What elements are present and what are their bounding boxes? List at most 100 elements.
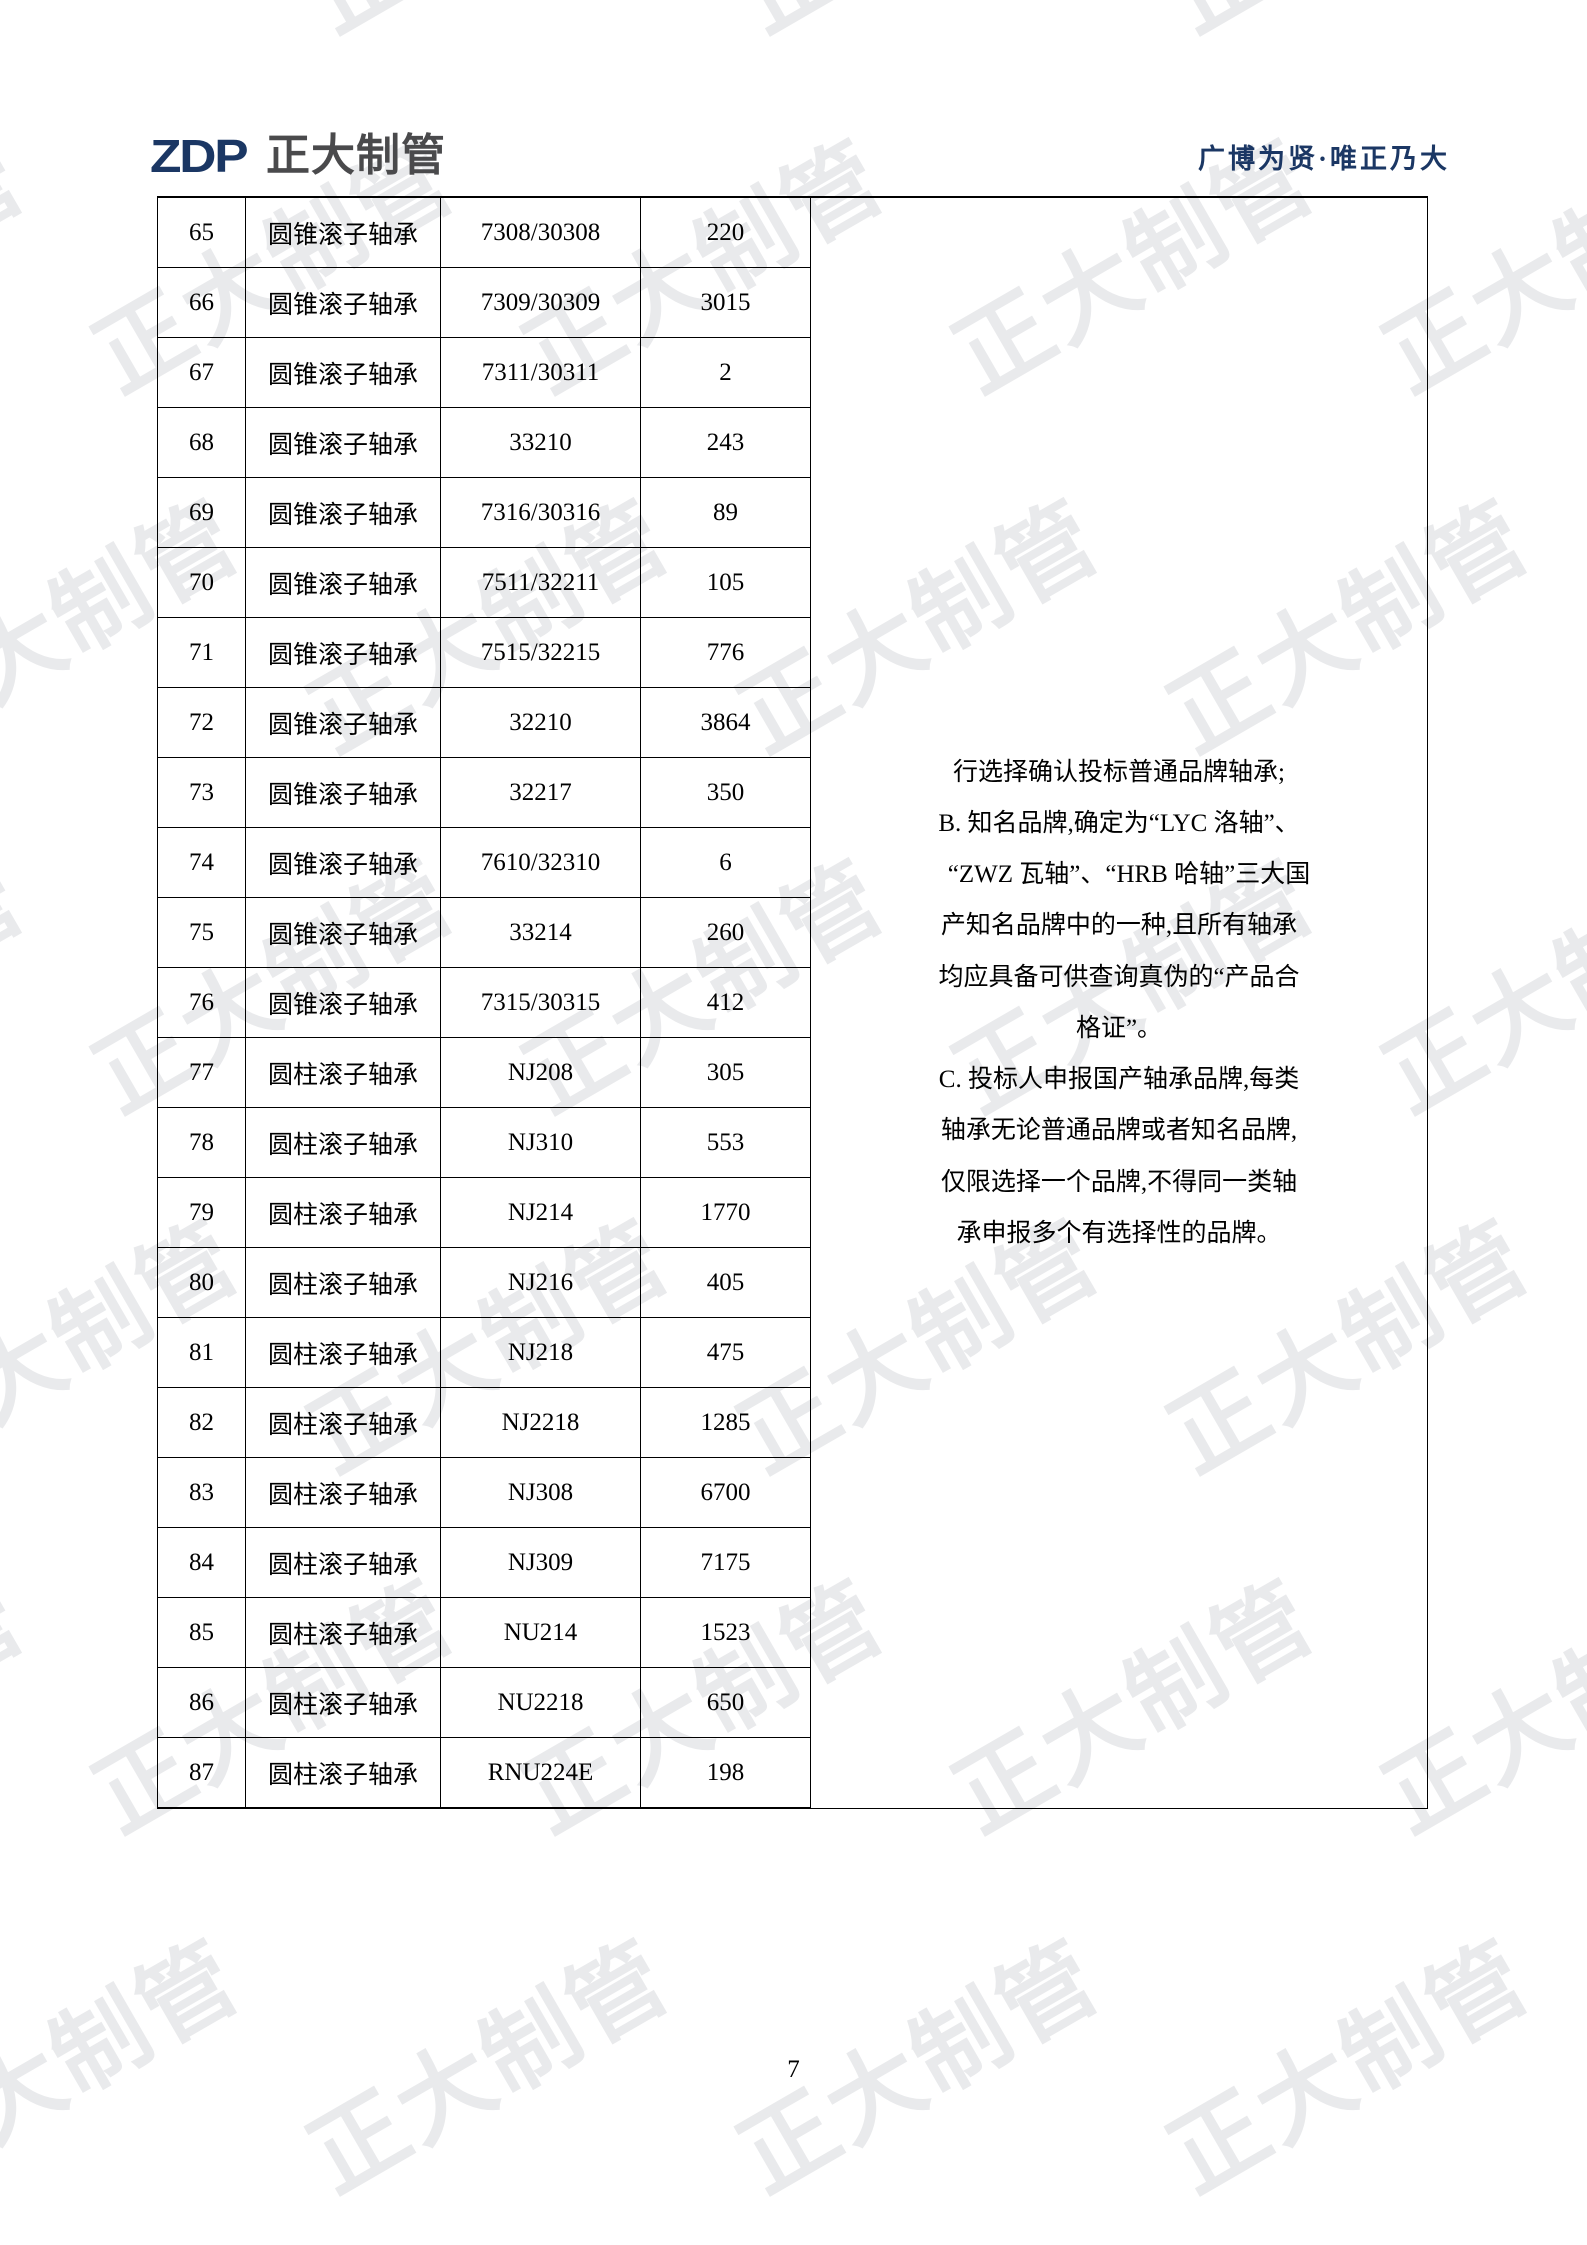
bearing-quantity: 650	[640, 1667, 811, 1738]
table-row: 85 圆柱滚子轴承 NU214 1523	[157, 1597, 1428, 1668]
bearing-name: 圆锥滚子轴承	[245, 196, 441, 268]
notes-line: 格证”。	[1075, 1014, 1163, 1042]
table-row: 81 圆柱滚子轴承 NJ218 475	[157, 1317, 1428, 1388]
row-number: 71	[157, 617, 246, 688]
row-number: 86	[157, 1667, 246, 1738]
notes-line: “ZWZ 瓦轴”、“HRB 哈轴”三大国	[947, 861, 1311, 888]
bearing-model: 7309/30309	[440, 267, 641, 338]
bearing-name: 圆柱滚子轴承	[245, 1107, 441, 1178]
page-header: ZDP 正大制管 广博为贤·唯正乃大	[150, 120, 1450, 192]
row-number: 87	[157, 1737, 246, 1809]
bearing-name: 圆柱滚子轴承	[245, 1667, 441, 1738]
company-logo: ZDP 正大制管	[150, 133, 446, 179]
notes-line: C. 投标人申报国产轴承品牌,每类	[938, 1066, 1300, 1093]
bearing-quantity: 260	[640, 897, 811, 968]
bearing-model: 7315/30315	[440, 967, 641, 1038]
notes-line: 行选择确认投标普通品牌轴承;	[953, 758, 1285, 786]
bearing-quantity: 7175	[640, 1527, 811, 1598]
bearing-name: 圆柱滚子轴承	[245, 1737, 441, 1809]
bearing-name: 圆柱滚子轴承	[245, 1037, 441, 1108]
notes-line: B. 知名品牌,确定为“LYC 洛轴”、	[938, 809, 1300, 837]
bearing-model: NJ310	[440, 1107, 641, 1178]
table-row: 82 圆柱滚子轴承 NJ2218 1285	[157, 1387, 1428, 1458]
bearing-model: 7316/30316	[440, 477, 641, 548]
row-number: 67	[157, 337, 246, 408]
bearing-quantity: 2	[640, 337, 811, 408]
table-body: 65 圆锥滚子轴承 7308/30308 220 行选择确认投标普通品牌轴承; B. 知名…	[157, 196, 1428, 1809]
bearing-name: 圆锥滚子轴承	[245, 827, 441, 898]
bearing-name: 圆锥滚子轴承	[245, 687, 441, 758]
bearing-model: NJ308	[440, 1457, 641, 1528]
bearing-name: 圆锥滚子轴承	[245, 547, 441, 618]
bearing-model: NJ218	[440, 1317, 641, 1388]
row-number: 76	[157, 967, 246, 1038]
notes-line: 轴承无论普通品牌或者知名品牌,	[940, 1117, 1298, 1145]
row-number: 80	[157, 1247, 246, 1318]
bearing-name: 圆锥滚子轴承	[245, 897, 441, 968]
row-number: 77	[157, 1037, 246, 1108]
bearing-quantity: 243	[640, 407, 811, 478]
bearing-quantity: 412	[640, 967, 811, 1038]
table-row: 84 圆柱滚子轴承 NJ309 7175	[157, 1527, 1428, 1598]
bearing-model: 32210	[440, 687, 641, 758]
bearing-model: 32217	[440, 757, 641, 828]
row-number: 70	[157, 547, 246, 618]
bearing-model: NJ309	[440, 1527, 641, 1598]
row-number: 85	[157, 1597, 246, 1668]
bearing-name: 圆锥滚子轴承	[245, 337, 441, 408]
bearing-quantity: 405	[640, 1247, 811, 1318]
bearing-model: NJ214	[440, 1177, 641, 1248]
row-number: 75	[157, 897, 246, 968]
row-number: 82	[157, 1387, 246, 1458]
bearing-quantity: 220	[640, 196, 811, 268]
bearing-quantity: 1770	[640, 1177, 811, 1248]
table-row: 78 圆柱滚子轴承 NJ310 553	[157, 1107, 1428, 1178]
row-number: 65	[157, 196, 246, 268]
page-number: 7	[787, 2056, 800, 2083]
row-number: 73	[157, 757, 246, 828]
bearing-quantity: 3015	[640, 267, 811, 338]
bearing-model: NJ216	[440, 1247, 641, 1318]
notes-line: 产知名品牌中的一种,且所有轴承	[940, 912, 1298, 940]
bearing-name: 圆锥滚子轴承	[245, 407, 441, 478]
bearing-quantity: 553	[640, 1107, 811, 1178]
bearing-model: 7515/32215	[440, 617, 641, 688]
bearing-quantity: 89	[640, 477, 811, 548]
row-number: 84	[157, 1527, 246, 1598]
table-row: 65 圆锥滚子轴承 7308/30308 220 行选择确认投标普通品牌轴承; B. 知名…	[157, 196, 1428, 1809]
bearing-name: 圆柱滚子轴承	[245, 1597, 441, 1668]
bearing-quantity: 1523	[640, 1597, 811, 1668]
company-slogan: 广博为贤·唯正乃大	[1197, 143, 1450, 174]
bearing-model: 7511/32211	[440, 547, 641, 618]
row-number: 79	[157, 1177, 246, 1248]
bearing-model: 7610/32310	[440, 827, 641, 898]
row-number: 69	[157, 477, 246, 548]
table-row: 75 圆锥滚子轴承 33214 260	[157, 897, 1428, 968]
bearing-quantity: 3864	[640, 687, 811, 758]
bearing-model: NU2218	[440, 1667, 641, 1738]
bearing-model: NJ208	[440, 1037, 641, 1108]
row-number: 68	[157, 407, 246, 478]
notes-line: 仅限选择一个品牌,不得同一类轴	[940, 1168, 1298, 1196]
bearing-quantity: 475	[640, 1317, 811, 1388]
bearing-model: 33210	[440, 407, 641, 478]
row-number: 78	[157, 1107, 246, 1178]
bearing-model: 7311/30311	[440, 337, 641, 408]
table-row: 86 圆柱滚子轴承 NU2218 650	[157, 1667, 1428, 1738]
bearing-spec-table: 65 圆锥滚子轴承 7308/30308 220 行选择确认投标普通品牌轴承; B. 知名…	[157, 196, 1428, 1809]
bearing-model: 33214	[440, 897, 641, 968]
bearing-name: 圆锥滚子轴承	[245, 757, 441, 828]
bearing-name: 圆柱滚子轴承	[245, 1177, 441, 1248]
row-number: 74	[157, 827, 246, 898]
table-row: 70 圆锥滚子轴承 7511/32211 105	[157, 547, 1428, 618]
bearing-quantity: 6700	[640, 1457, 811, 1528]
bearing-model: 7308/30308	[440, 196, 641, 268]
bearing-name: 圆柱滚子轴承	[245, 1527, 441, 1598]
bearing-model: NJ2218	[440, 1387, 641, 1458]
bearing-name: 圆柱滚子轴承	[245, 1457, 441, 1528]
zdp-logotype-icon: ZDP	[150, 130, 249, 182]
company-name-chinese: 正大制管	[266, 131, 446, 180]
table-row: 73 圆锥滚子轴承 32217 350	[157, 757, 1428, 828]
